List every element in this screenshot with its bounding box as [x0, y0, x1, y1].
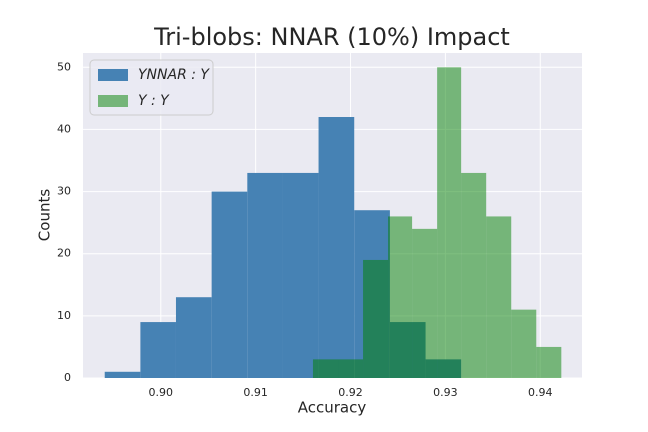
y-tick-label: 10: [57, 309, 71, 322]
histogram-bar: [511, 309, 537, 378]
histogram-bar: [140, 322, 176, 378]
histogram-bar: [437, 67, 462, 378]
y-tick-label: 20: [57, 247, 71, 260]
histogram-bar: [412, 228, 438, 378]
y-tick-label: 50: [57, 60, 71, 73]
histogram-bar: [247, 172, 283, 378]
histogram-bar: [175, 297, 212, 378]
chart-title: Tri-blobs: NNAR (10%) Impact: [153, 23, 510, 51]
histogram-bar: [312, 359, 339, 378]
x-tick-label: 0.90: [149, 386, 174, 399]
histogram-bar: [461, 172, 487, 378]
histogram-bar: [486, 216, 512, 378]
y-tick-label: 0: [64, 371, 71, 384]
y-tick-label: 40: [57, 122, 71, 135]
legend-swatch: [98, 69, 128, 81]
y-axis-label: Counts: [36, 189, 54, 242]
histogram-bar: [363, 259, 389, 378]
y-tick-label: 30: [57, 185, 71, 198]
histogram-bar: [104, 371, 141, 378]
legend-label: YNNAR : Y: [138, 67, 210, 83]
x-tick-label: 0.94: [528, 386, 553, 399]
histogram-bar: [318, 117, 355, 378]
x-axis-label: Accuracy: [298, 399, 367, 417]
histogram-bar: [282, 172, 319, 378]
histogram-bar: [338, 359, 364, 378]
histogram-bar: [388, 216, 413, 378]
histogram-bar: [536, 346, 562, 378]
x-tick-label: 0.91: [243, 386, 268, 399]
x-tick-label: 0.92: [338, 386, 363, 399]
legend-swatch: [98, 95, 128, 107]
legend-label: Y : Y: [138, 93, 170, 109]
x-tick-label: 0.93: [433, 386, 458, 399]
histogram-bar: [211, 191, 248, 378]
